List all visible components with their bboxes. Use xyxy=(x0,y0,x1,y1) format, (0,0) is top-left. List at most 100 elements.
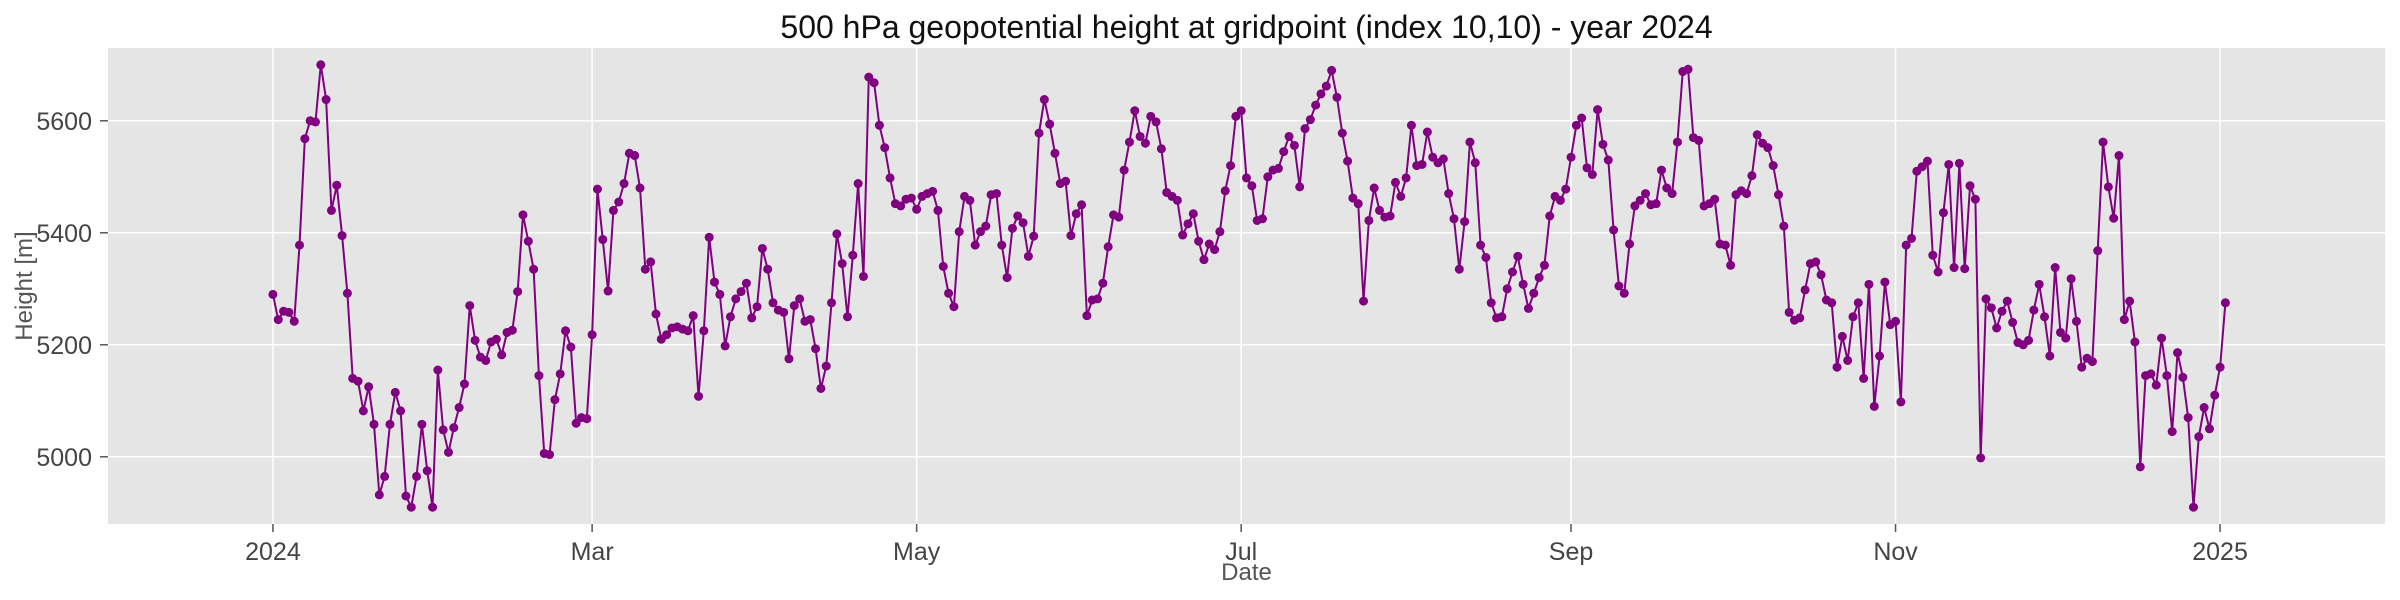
data-point xyxy=(736,287,746,297)
data-point xyxy=(1922,156,1932,166)
data-point xyxy=(896,201,906,211)
data-point xyxy=(385,419,395,429)
data-point xyxy=(481,355,491,365)
data-point xyxy=(1720,240,1730,250)
data-point xyxy=(1992,323,2002,333)
data-point xyxy=(571,418,581,428)
y-axis-ticks: 5000 5200 5400 5600 xyxy=(36,108,108,472)
data-point xyxy=(1034,128,1044,138)
data-point xyxy=(1007,223,1017,233)
data-point xyxy=(342,288,352,298)
data-point xyxy=(534,371,544,381)
data-point xyxy=(741,278,751,288)
data-point xyxy=(422,466,432,476)
data-point xyxy=(1316,89,1326,99)
data-point xyxy=(720,341,730,351)
data-point xyxy=(1454,264,1464,274)
data-point xyxy=(1401,173,1411,183)
data-point xyxy=(1172,195,1182,205)
data-point xyxy=(709,277,719,287)
data-point xyxy=(827,298,837,308)
x-tick-label: Mar xyxy=(571,538,614,566)
data-point xyxy=(2071,316,2081,326)
data-point xyxy=(364,382,374,392)
data-point xyxy=(1795,313,1805,323)
data-point xyxy=(438,425,448,435)
chart-title: 500 hPa geopotential height at gridpoint… xyxy=(780,9,1712,45)
data-point xyxy=(832,229,842,239)
data-point xyxy=(1289,140,1299,150)
data-point xyxy=(651,309,661,319)
data-point xyxy=(1497,312,1507,322)
data-point xyxy=(630,151,640,161)
data-point xyxy=(646,257,656,267)
data-point xyxy=(1949,263,1959,273)
series-markers xyxy=(268,60,2230,512)
data-point xyxy=(1039,95,1049,105)
data-point xyxy=(608,205,618,215)
data-point xyxy=(1385,211,1395,221)
data-point xyxy=(1061,176,1071,186)
data-point xyxy=(1140,138,1150,148)
data-point xyxy=(454,403,464,413)
data-point xyxy=(1231,111,1241,121)
data-point xyxy=(1375,205,1384,215)
data-point xyxy=(1593,105,1603,115)
data-point xyxy=(284,307,294,317)
data-point xyxy=(1359,296,1369,306)
data-point xyxy=(1236,106,1246,116)
data-point xyxy=(2183,413,2193,423)
data-point xyxy=(1082,311,1092,321)
x-axis-ticks: 2024 Mar May Jul Sep Nov 2025 xyxy=(245,524,2248,566)
data-point xyxy=(2114,151,2124,161)
data-point xyxy=(1656,165,1666,175)
data-point xyxy=(2220,298,2230,308)
data-point xyxy=(374,490,384,500)
data-point xyxy=(2157,333,2167,343)
data-point xyxy=(1417,159,1427,169)
data-point xyxy=(1832,362,1842,372)
data-point xyxy=(529,264,539,274)
data-point xyxy=(837,259,847,269)
data-point xyxy=(412,471,422,481)
data-point xyxy=(2173,348,2183,358)
data-point xyxy=(1502,284,1512,294)
data-point xyxy=(491,334,501,344)
data-point xyxy=(1534,273,1544,283)
data-point xyxy=(1965,181,1975,191)
data-point xyxy=(2109,213,2119,223)
data-point xyxy=(853,179,863,189)
data-point xyxy=(1332,92,1342,102)
y-tick-label: 5200 xyxy=(36,332,92,360)
data-point xyxy=(1582,163,1592,173)
data-point xyxy=(465,301,475,311)
data-point xyxy=(1853,298,1863,308)
data-point xyxy=(869,78,879,88)
data-point xyxy=(1816,270,1826,280)
data-point xyxy=(380,471,390,481)
data-point xyxy=(1002,273,1012,283)
data-point xyxy=(842,312,852,322)
data-point xyxy=(1119,165,1129,175)
data-point xyxy=(1151,117,1161,127)
data-point xyxy=(1726,260,1736,270)
data-point xyxy=(523,236,533,246)
data-point xyxy=(1188,209,1198,219)
data-point xyxy=(1130,106,1140,116)
data-point xyxy=(1513,251,1523,261)
data-point xyxy=(2055,327,2065,337)
data-point xyxy=(1587,170,1597,180)
data-point xyxy=(2162,371,2172,381)
data-point xyxy=(1215,227,1225,237)
data-point xyxy=(928,186,938,196)
data-point xyxy=(1869,401,1879,411)
data-point xyxy=(428,502,438,512)
data-point xyxy=(619,179,629,189)
data-point xyxy=(353,376,363,386)
data-point xyxy=(2029,305,2039,315)
data-point xyxy=(1406,120,1416,130)
series-line-layer xyxy=(271,63,2227,509)
data-point xyxy=(811,344,821,354)
data-point xyxy=(561,326,571,336)
data-point xyxy=(1247,181,1257,191)
